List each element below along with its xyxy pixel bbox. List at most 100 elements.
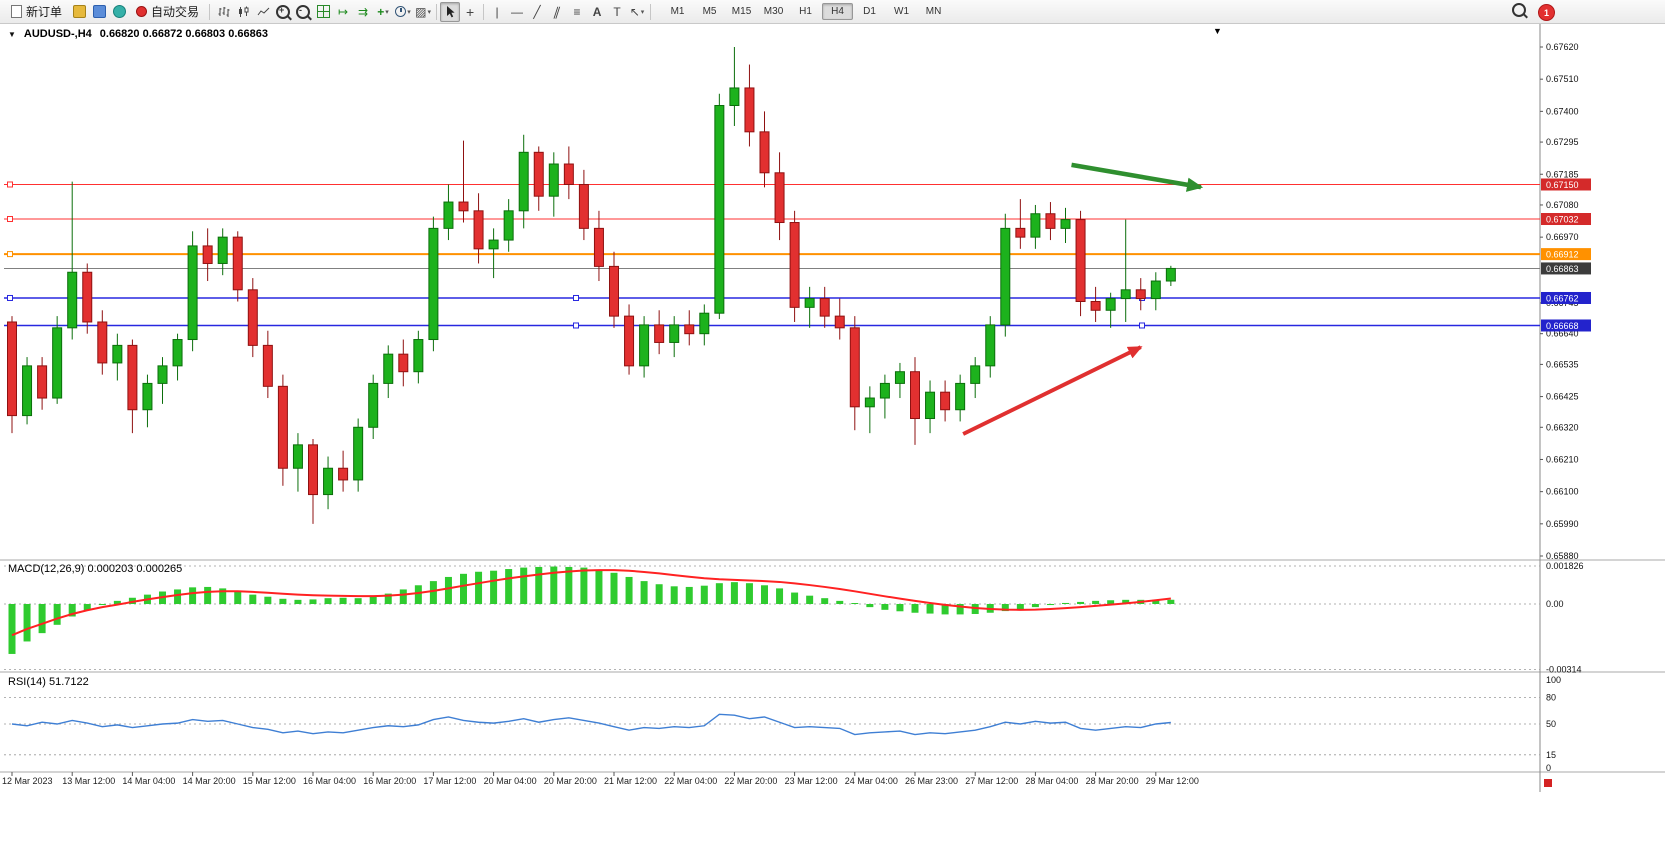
red-arrow[interactable] <box>962 345 1143 436</box>
candle <box>1150 280 1161 300</box>
chart-expand-arrow[interactable]: ▼ <box>1213 26 1222 36</box>
toolbar-separator <box>436 3 438 20</box>
green-arrow[interactable] <box>1071 162 1204 192</box>
time-axis-label: 26 Mar 23:00 <box>905 776 958 786</box>
auto-scroll-icon[interactable]: ↦ <box>338 4 349 19</box>
macd-histogram-bar <box>309 599 317 604</box>
candle <box>1015 227 1026 238</box>
timeframe-m30[interactable]: M30 <box>763 6 784 17</box>
candle <box>1135 289 1146 300</box>
rsi-label: RSI(14) 51.7122 <box>8 676 89 688</box>
macd-histogram-bar <box>444 576 452 604</box>
periods-icon[interactable]: ▾ <box>393 2 413 22</box>
candlestick-chart-icon[interactable] <box>233 2 253 22</box>
candle <box>894 371 905 384</box>
new-order-button[interactable]: 新订单 <box>4 1 69 23</box>
candle <box>985 324 996 367</box>
macd-histogram-bar <box>98 604 106 606</box>
time-axis-label: 17 Mar 12:00 <box>423 776 476 786</box>
hline-handle[interactable] <box>7 181 13 188</box>
hline-handle[interactable] <box>1139 322 1145 329</box>
arrows-icon[interactable]: ↖ ▾ <box>629 4 645 19</box>
line-chart-icon[interactable] <box>253 2 273 22</box>
price-scale-label: 0.66210 <box>1546 454 1579 464</box>
candle <box>654 324 665 343</box>
hline-handle[interactable] <box>7 216 13 223</box>
macd-histogram-bar <box>1167 599 1175 604</box>
hline-handle[interactable] <box>7 294 13 301</box>
candle <box>37 365 48 399</box>
timeframe-m15[interactable]: M15 <box>731 6 752 17</box>
macd-label: MACD(12,26,9) 0.000203 0.000265 <box>8 563 183 575</box>
price-badge-value: 0.66762 <box>1546 293 1579 303</box>
timeframe-h1[interactable]: H1 <box>799 6 812 17</box>
time-axis-label: 14 Mar 20:00 <box>183 776 236 786</box>
bar-chart-icon[interactable] <box>213 2 233 22</box>
fibonacci-icon[interactable]: ≡ <box>573 4 581 19</box>
rsi-scale-label: 15 <box>1546 750 1556 760</box>
blue-window-icon[interactable] <box>89 2 109 22</box>
macd-histogram-bar <box>249 594 257 604</box>
templates-icon[interactable]: ▨ ▾ <box>415 4 431 19</box>
vertical-line-icon[interactable]: | <box>495 4 499 19</box>
candle <box>353 426 364 481</box>
hline-handle[interactable] <box>573 294 579 301</box>
time-axis-label: 28 Mar 20:00 <box>1086 776 1139 786</box>
toolbar-separator <box>209 3 211 20</box>
text-label-icon[interactable]: T <box>613 4 621 19</box>
macd-scale-label: 0.001826 <box>1546 561 1584 571</box>
one-click-trading-arrow[interactable]: ▼ <box>8 29 16 39</box>
cursor-icon[interactable] <box>440 1 461 22</box>
candle <box>1120 289 1131 300</box>
timeframe-d1[interactable]: D1 <box>863 6 876 17</box>
timeframe-m1[interactable]: M1 <box>670 6 685 17</box>
price-scale-label: 0.67510 <box>1546 74 1579 84</box>
timeframe-h4[interactable]: H4 <box>822 3 854 20</box>
candle <box>368 382 379 428</box>
timeframe-m5[interactable]: M5 <box>702 6 717 17</box>
search-icon[interactable] <box>1512 3 1526 22</box>
time-axis-label: 22 Mar 20:00 <box>724 776 777 786</box>
text-icon[interactable]: A <box>592 4 602 19</box>
chart-ohlc-label: 0.66820 0.66872 0.66803 0.66863 <box>99 28 268 40</box>
gold-badge-icon[interactable] <box>69 2 89 22</box>
main-toolbar: 新订单 自动交易 + - ↦ ⇉ + ▾ ▾ ▨ ▾ + | — ╱ ∥ ≡ A T… <box>0 0 1665 24</box>
hline-handle[interactable] <box>7 251 13 258</box>
rsi-line <box>11 713 1171 736</box>
globe-icon[interactable] <box>109 2 129 22</box>
tile-windows-icon[interactable] <box>313 2 333 22</box>
price-scale-label: 0.65990 <box>1546 519 1579 529</box>
time-axis-label: 21 Mar 12:00 <box>604 776 657 786</box>
candle <box>277 385 288 469</box>
trendline-icon[interactable]: ╱ <box>533 4 541 19</box>
macd-histogram-bar <box>941 604 949 615</box>
rsi-scale-label: 100 <box>1546 675 1561 685</box>
price-scale-label: 0.67295 <box>1546 137 1579 147</box>
chart-symbol-label: AUDUSD-,H4 <box>23 28 92 40</box>
candle <box>383 353 394 384</box>
candle <box>744 87 755 133</box>
chart-shift-icon[interactable]: ⇉ <box>358 4 369 19</box>
indicators-icon[interactable]: + ▾ <box>377 4 389 19</box>
timeframe-w1[interactable]: W1 <box>894 6 910 17</box>
zoom-in-icon[interactable]: + <box>273 2 293 22</box>
candle <box>52 327 63 399</box>
candle <box>82 271 93 323</box>
macd-histogram-bar <box>1046 604 1054 606</box>
equidistant-channel-icon[interactable]: ∥ <box>551 4 563 19</box>
candle <box>910 371 920 420</box>
hline-handle[interactable] <box>573 322 579 329</box>
timeframe-mn[interactable]: MN <box>925 6 942 17</box>
notification-badge[interactable]: 1 <box>1538 4 1555 21</box>
crosshair-icon[interactable]: + <box>465 3 475 20</box>
macd-histogram-bar <box>1122 599 1130 604</box>
horizontal-line-icon[interactable]: — <box>511 4 524 19</box>
time-axis-label: 23 Mar 12:00 <box>785 776 838 786</box>
candle <box>488 239 499 250</box>
candle <box>97 321 108 364</box>
candle <box>202 245 213 264</box>
auto-trading-button[interactable]: 自动交易 <box>129 1 206 23</box>
macd-histogram-bar <box>384 593 392 604</box>
zoom-out-icon[interactable]: - <box>293 2 313 22</box>
